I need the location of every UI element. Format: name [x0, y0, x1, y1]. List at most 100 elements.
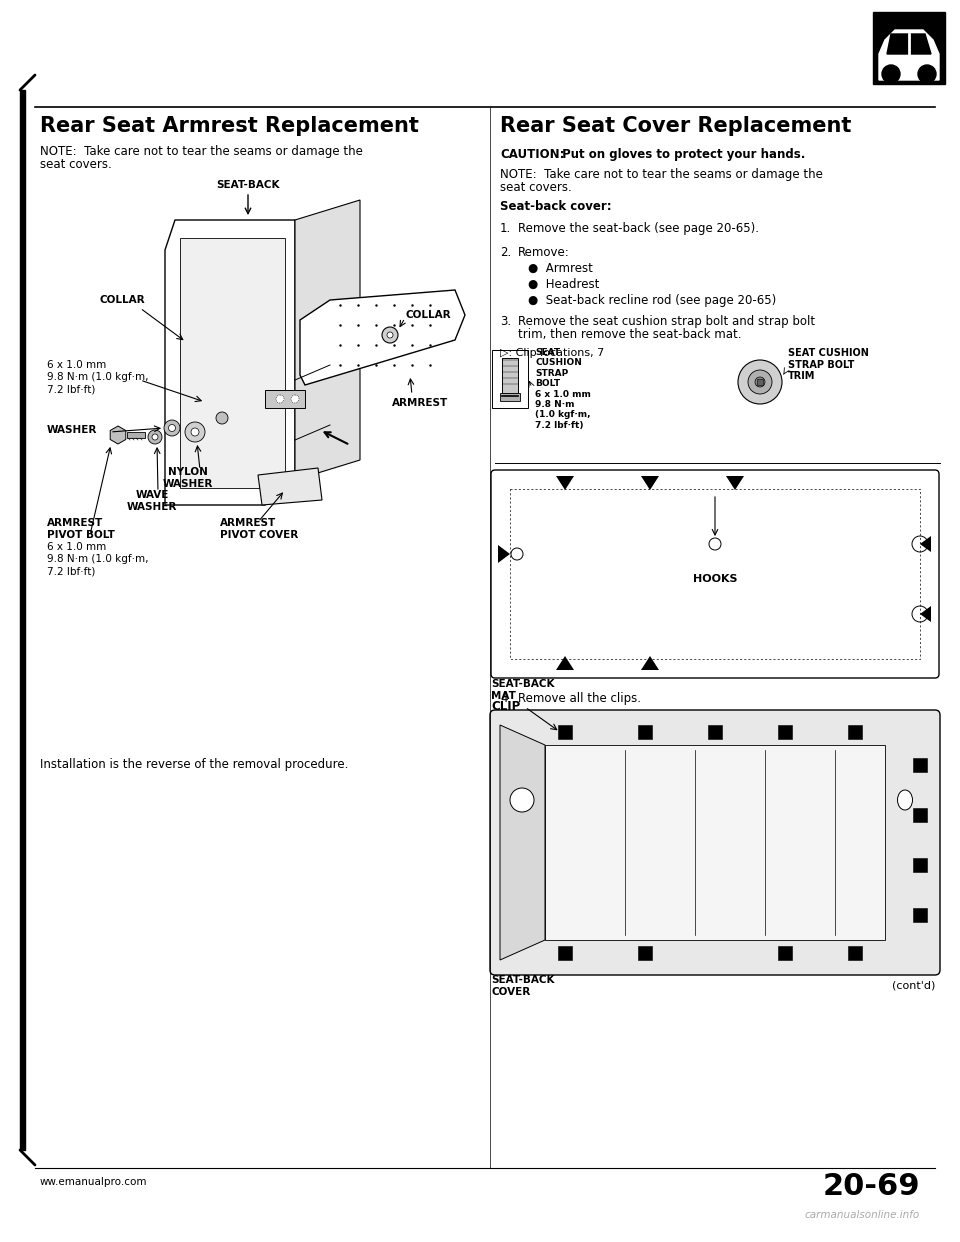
Text: 4.: 4.	[500, 692, 512, 705]
Bar	[180, 238, 285, 488]
Text: HOOKS: HOOKS	[693, 574, 737, 584]
Polygon shape	[879, 30, 939, 79]
Text: COLLAR: COLLAR	[100, 296, 146, 306]
Text: PIVOT COVER: PIVOT COVER	[220, 530, 299, 540]
Bar	[708, 725, 722, 739]
Text: 3.: 3.	[500, 315, 511, 328]
Text: Put on gloves to protect your hands.: Put on gloves to protect your hands.	[558, 148, 805, 161]
Text: ARMREST: ARMREST	[220, 518, 276, 528]
Bar	[20, 89, 25, 1150]
Text: WASHER: WASHER	[47, 425, 97, 435]
Circle shape	[387, 332, 393, 338]
Circle shape	[276, 395, 284, 402]
Polygon shape	[500, 725, 545, 960]
Polygon shape	[556, 656, 574, 669]
Text: Seat-back cover:: Seat-back cover:	[500, 200, 612, 212]
Text: 6 x 1.0 mm: 6 x 1.0 mm	[47, 542, 107, 551]
Text: seat covers.: seat covers.	[40, 158, 111, 171]
Bar	[913, 908, 927, 922]
Circle shape	[748, 370, 772, 394]
Circle shape	[382, 327, 398, 343]
Text: WAVE
WASHER: WAVE WASHER	[127, 491, 178, 512]
Text: CLIP: CLIP	[491, 700, 520, 713]
Circle shape	[918, 65, 936, 83]
Text: SEAT-BACK: SEAT-BACK	[216, 180, 279, 190]
Text: carmanualsonline.info: carmanualsonline.info	[804, 1210, 920, 1220]
Text: Remove the seat-back (see page 20-65).: Remove the seat-back (see page 20-65).	[518, 222, 759, 235]
Text: SEAT-BACK
MAT: SEAT-BACK MAT	[491, 679, 555, 700]
Text: ●  Headrest: ● Headrest	[528, 278, 599, 291]
Bar	[638, 725, 652, 739]
Polygon shape	[641, 656, 659, 669]
Ellipse shape	[898, 790, 913, 810]
Text: PIVOT BOLT: PIVOT BOLT	[47, 530, 115, 540]
Polygon shape	[887, 34, 931, 53]
Bar	[502, 358, 518, 392]
Bar	[873, 12, 945, 84]
Polygon shape	[726, 476, 744, 491]
Text: Remove all the clips.: Remove all the clips.	[518, 692, 641, 705]
Text: Rear Seat Armrest Replacement: Rear Seat Armrest Replacement	[40, 116, 419, 137]
Circle shape	[164, 420, 180, 436]
Bar	[127, 432, 145, 438]
Polygon shape	[556, 476, 574, 491]
Bar	[848, 946, 862, 960]
Text: Rear Seat Cover Replacement: Rear Seat Cover Replacement	[500, 116, 852, 137]
Circle shape	[148, 430, 162, 443]
Polygon shape	[258, 468, 322, 505]
Text: COLLAR: COLLAR	[405, 310, 450, 320]
Text: Remove the seat cushion strap bolt and strap bolt: Remove the seat cushion strap bolt and s…	[518, 315, 815, 328]
FancyBboxPatch shape	[491, 469, 939, 678]
Text: SEAT CUSHION
STRAP BOLT
TRIM: SEAT CUSHION STRAP BOLT TRIM	[788, 348, 869, 381]
Circle shape	[882, 65, 900, 83]
Circle shape	[216, 412, 228, 424]
Text: NOTE:  Take care not to tear the seams or damage the: NOTE: Take care not to tear the seams or…	[40, 145, 363, 158]
Text: SEAT
CUSHION
STRAP
BOLT
6 x 1.0 mm
9.8 N·m
(1.0 kgf·m,
7.2 lbf·ft): SEAT CUSHION STRAP BOLT 6 x 1.0 mm 9.8 N…	[535, 348, 590, 430]
Bar	[545, 745, 885, 940]
Circle shape	[510, 787, 534, 812]
Polygon shape	[920, 606, 931, 622]
Text: NYLON
WASHER: NYLON WASHER	[163, 467, 213, 488]
Text: ●  Armrest: ● Armrest	[528, 262, 593, 274]
Circle shape	[152, 433, 158, 440]
Circle shape	[291, 395, 299, 402]
Circle shape	[755, 378, 765, 388]
Bar	[500, 392, 520, 401]
Bar	[558, 725, 572, 739]
Text: ARMREST: ARMREST	[392, 397, 448, 409]
Text: Remove:: Remove:	[518, 246, 569, 260]
Bar	[848, 725, 862, 739]
Text: 9.8 N·m (1.0 kgf·m,: 9.8 N·m (1.0 kgf·m,	[47, 554, 149, 564]
FancyBboxPatch shape	[490, 710, 940, 975]
Text: 6 x 1.0 mm: 6 x 1.0 mm	[47, 360, 107, 370]
Bar	[913, 858, 927, 872]
Text: 9.8 N·m (1.0 kgf·m,: 9.8 N·m (1.0 kgf·m,	[47, 373, 149, 383]
Circle shape	[191, 428, 199, 436]
Circle shape	[738, 360, 782, 404]
Polygon shape	[641, 476, 659, 491]
Bar	[558, 946, 572, 960]
Bar	[757, 379, 763, 385]
Text: CAUTION:: CAUTION:	[500, 148, 564, 161]
Bar	[492, 350, 528, 409]
Polygon shape	[498, 545, 510, 563]
Circle shape	[169, 425, 176, 431]
Text: ARMREST: ARMREST	[47, 518, 104, 528]
Bar	[265, 390, 305, 409]
Text: 2.: 2.	[500, 246, 512, 260]
Text: SEAT-BACK
COVER: SEAT-BACK COVER	[491, 975, 555, 996]
Bar	[778, 725, 792, 739]
Circle shape	[185, 422, 205, 442]
Text: trim, then remove the seat-back mat.: trim, then remove the seat-back mat.	[518, 328, 741, 342]
Text: 1.: 1.	[500, 222, 512, 235]
Polygon shape	[300, 289, 465, 385]
Text: 7.2 lbf·ft): 7.2 lbf·ft)	[47, 566, 95, 576]
Text: Installation is the reverse of the removal procedure.: Installation is the reverse of the remov…	[40, 758, 348, 771]
Bar	[638, 946, 652, 960]
Text: ww.emanualpro.com: ww.emanualpro.com	[40, 1177, 148, 1187]
Polygon shape	[295, 200, 360, 479]
Text: seat covers.: seat covers.	[500, 181, 572, 194]
Text: 20-69: 20-69	[823, 1172, 920, 1201]
Polygon shape	[165, 220, 295, 505]
Bar	[913, 758, 927, 773]
